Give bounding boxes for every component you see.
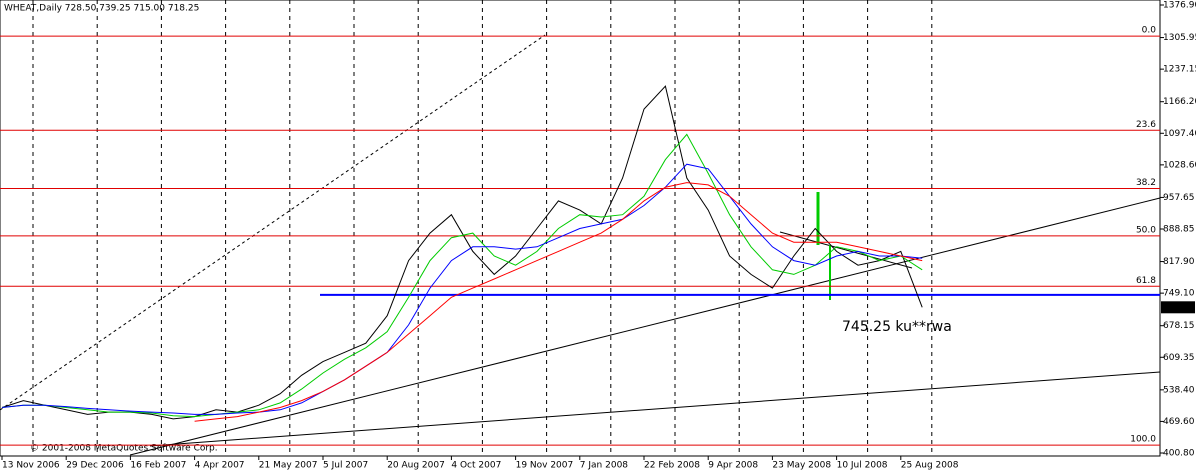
y-tick-label: 957.65 [1163,193,1195,203]
fib-label: 50.0 [1136,225,1156,235]
x-tick-label: 21 May 2007 [259,461,318,471]
x-tick-label: 22 Feb 2008 [644,461,700,471]
trend-line [779,231,913,269]
trend-line [0,34,546,411]
fib-label: 38.2 [1136,178,1156,188]
x-tick-label: 16 Feb 2007 [130,461,186,471]
fib-label: 100.0 [1130,435,1156,445]
price-box [1161,301,1195,314]
footer: © 2001-2008 MetaQuotes Software Corp. [30,444,218,454]
x-tick-label: 23 May 2008 [772,461,831,471]
series-line [194,182,923,422]
x-tick-label: 20 Aug 2007 [387,461,445,471]
y-tick-label: 538.40 [1163,385,1195,395]
x-tick-label: 19 Nov 2007 [516,461,574,471]
y-tick-label: 1237.15 [1163,65,1196,75]
x-tick-label: 4 Apr 2007 [195,461,245,471]
y-tick-label: 1166.20 [1163,97,1196,107]
x-tick-label: 25 Aug 2008 [901,461,959,471]
chart-title: WHEAT,Daily 728.50 739.25 715.00 718.25 [4,4,199,14]
y-tick-label: 1376.90 [1163,1,1196,11]
y-tick-label: 609.35 [1163,353,1195,363]
trend-line [149,371,1161,447]
y-tick-label: 888.85 [1163,225,1195,235]
series-line [1,133,923,418]
series-line [1,163,923,415]
x-tick-label: 5 Jul 2007 [323,461,368,471]
x-tick-label: 10 Jul 2008 [837,461,888,471]
x-tick-label: 13 Nov 2006 [2,461,60,471]
trend-line [129,197,1161,456]
y-tick-label: 817.90 [1163,257,1195,267]
fib-label: 0.0 [1142,26,1157,36]
y-tick-label: 1097.40 [1163,129,1196,139]
series-line [1,85,923,420]
x-tick-label: 29 Dec 2006 [66,461,124,471]
y-tick-label: 400.80 [1163,449,1195,459]
fib-label: 23.6 [1136,120,1156,130]
x-tick-label: 9 Apr 2008 [708,461,758,471]
x-tick-label: 7 Jan 2008 [580,461,628,471]
y-tick-label: 469.60 [1163,417,1195,427]
x-tick-label: 4 Oct 2007 [451,461,501,471]
y-tick-label: 678.15 [1163,321,1195,331]
y-tick-label: 1028.60 [1163,160,1196,170]
y-tick-label: 749.10 [1163,289,1195,299]
support-label: 745.25 ku**rwa [842,319,952,335]
fib-label: 61.8 [1136,276,1156,286]
price-label: 718.25 [1163,303,1195,313]
y-tick-label: 1305.95 [1163,33,1196,43]
